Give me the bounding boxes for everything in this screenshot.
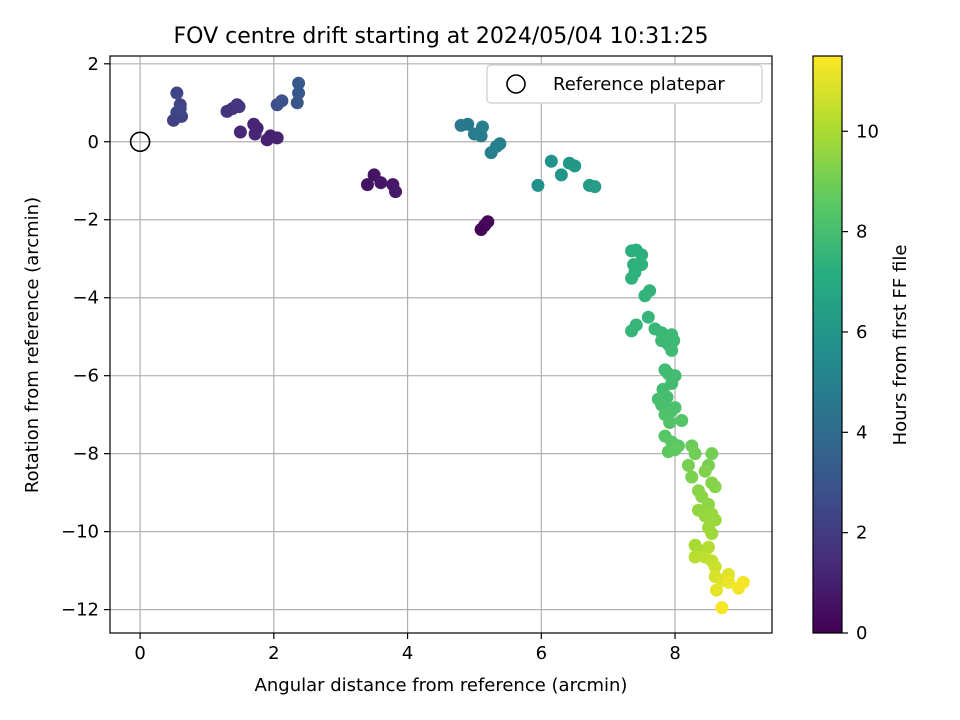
data-point bbox=[685, 470, 699, 484]
data-point bbox=[568, 159, 582, 173]
data-point bbox=[374, 176, 388, 190]
y-ticks: 2 0 −2 −4 −6 −8 −10 −12 bbox=[61, 54, 110, 621]
data-point bbox=[173, 102, 187, 116]
data-point bbox=[360, 178, 374, 192]
data-point bbox=[292, 76, 306, 90]
colorbar-tick-label: 4 bbox=[856, 422, 867, 443]
data-point bbox=[665, 343, 679, 357]
legend: Reference platepar bbox=[486, 64, 763, 104]
x-tick-label: 0 bbox=[134, 643, 145, 664]
data-point bbox=[232, 100, 246, 114]
x-tick-label: 2 bbox=[268, 643, 279, 664]
data-point bbox=[668, 443, 682, 457]
data-point bbox=[705, 527, 719, 541]
data-point bbox=[688, 550, 702, 564]
y-tick-label: −4 bbox=[72, 288, 99, 309]
data-point bbox=[635, 248, 649, 262]
data-point bbox=[461, 117, 475, 131]
x-axis-label: Angular distance from reference (arcmin) bbox=[255, 675, 628, 696]
data-point bbox=[722, 575, 736, 589]
y-tick-label: −6 bbox=[72, 366, 99, 387]
data-point bbox=[709, 583, 723, 597]
colorbar-tick-label: 6 bbox=[856, 322, 867, 343]
data-point bbox=[681, 458, 695, 472]
data-point bbox=[292, 86, 306, 100]
data-point bbox=[708, 560, 722, 574]
data-point bbox=[643, 284, 657, 298]
reference-marker-group bbox=[129, 131, 151, 153]
data-point bbox=[715, 601, 729, 615]
y-tick-label: −8 bbox=[72, 444, 99, 465]
data-point bbox=[588, 180, 602, 194]
reference-marker bbox=[129, 131, 151, 153]
x-tick-label: 8 bbox=[669, 643, 680, 664]
y-tick-label: −10 bbox=[61, 522, 99, 543]
y-axis-label: Rotation from reference (arcmin) bbox=[22, 197, 43, 493]
data-point bbox=[247, 117, 261, 131]
data-point bbox=[625, 324, 639, 338]
data-point bbox=[170, 86, 184, 100]
data-point bbox=[475, 120, 489, 134]
data-point bbox=[531, 178, 545, 192]
y-tick-label: −2 bbox=[72, 210, 99, 231]
x-ticks: 0 2 4 6 8 bbox=[134, 633, 681, 664]
data-point bbox=[493, 137, 507, 151]
data-point bbox=[705, 447, 719, 461]
data-points bbox=[167, 76, 750, 615]
data-point bbox=[248, 127, 262, 141]
data-point bbox=[389, 185, 403, 199]
data-point bbox=[233, 125, 247, 139]
colorbar-tick-label: 0 bbox=[856, 623, 867, 644]
plot-frame bbox=[109, 55, 773, 634]
data-point bbox=[641, 310, 655, 324]
y-tick-label: 0 bbox=[88, 132, 99, 153]
chart-title: FOV centre drift starting at 2024/05/04 … bbox=[174, 24, 709, 49]
data-point bbox=[544, 154, 558, 168]
data-point bbox=[736, 575, 750, 589]
data-point bbox=[290, 96, 304, 110]
data-point bbox=[667, 334, 681, 348]
data-point bbox=[675, 414, 689, 428]
colorbar-ticks: 0 2 4 6 8 10 bbox=[842, 121, 879, 644]
data-point bbox=[708, 480, 722, 494]
y-tick-label: 2 bbox=[88, 54, 99, 75]
data-point bbox=[688, 447, 702, 461]
legend-box bbox=[486, 64, 763, 104]
x-tick-label: 6 bbox=[536, 643, 547, 664]
data-point bbox=[270, 131, 284, 145]
y-tick-label: −12 bbox=[61, 600, 99, 621]
data-point bbox=[275, 94, 289, 108]
colorbar-tick-label: 8 bbox=[856, 222, 867, 243]
colorbar-label: Hours from first FF file bbox=[890, 245, 911, 446]
colorbar-gradient bbox=[812, 55, 843, 634]
x-tick-label: 4 bbox=[402, 643, 413, 664]
colorbar-tick-label: 2 bbox=[856, 523, 867, 544]
legend-entry-reference: Reference platepar bbox=[553, 74, 725, 95]
colorbar: 0 2 4 6 8 10 Hours from first FF file bbox=[812, 55, 911, 644]
data-point bbox=[663, 415, 677, 429]
data-point bbox=[481, 215, 495, 229]
data-point bbox=[625, 271, 639, 285]
data-point bbox=[554, 168, 568, 182]
data-point bbox=[698, 464, 712, 478]
colorbar-tick-label: 10 bbox=[856, 121, 879, 142]
data-point bbox=[668, 401, 682, 415]
legend-reference-marker-icon bbox=[506, 74, 526, 94]
